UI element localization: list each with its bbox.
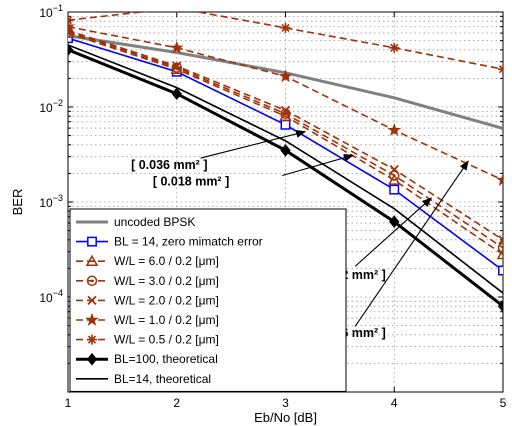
legend-entry: W/L = 3.0 / 0.2 [μm]	[76, 274, 219, 288]
star-marker	[68, 19, 75, 33]
legend-entry: uncoded BPSK	[76, 215, 195, 229]
circle-dot-center	[501, 246, 503, 250]
legend-box	[69, 208, 347, 392]
series-5	[68, 19, 503, 186]
legend-label: BL=100, theoretical	[114, 352, 218, 366]
circle-marker	[497, 242, 503, 253]
legend-label: W/L = 2.0 / 0.2 [μm]	[114, 293, 219, 307]
star-marker	[278, 69, 293, 83]
y-axis-label: BER	[10, 189, 25, 216]
y-axis-ticks: 10−1 10−2 10−3 10−4	[39, 3, 503, 393]
legend-entry: W/L = 0.5 / 0.2 [μm]	[76, 333, 219, 347]
legend-entry: W/L = 6.0 / 0.2 [μm]	[76, 254, 219, 268]
legend-label: W/L = 1.0 / 0.2 [μm]	[114, 313, 219, 327]
y-tick-label: 10−2	[39, 98, 63, 115]
diamond-marker	[497, 299, 503, 313]
legend-entry: W/L = 1.0 / 0.2 [μm]	[76, 312, 219, 327]
diamond-marker	[86, 352, 98, 366]
diamond-marker	[171, 87, 182, 101]
legend-label: uncoded BPSK	[114, 215, 195, 229]
asterisk-marker	[498, 64, 503, 75]
y-tick-label: 10−1	[39, 3, 63, 20]
asterisk-marker	[389, 42, 400, 53]
legend-label: BL = 14, zero mimatch error	[114, 235, 263, 249]
legend-entry: BL=14, theoretical	[76, 372, 211, 386]
annotation-arrow	[200, 129, 307, 159]
x-axis-label: Eb/No [dB]	[254, 410, 317, 425]
circle-dot-center	[392, 174, 396, 177]
square-marker	[280, 119, 291, 130]
series-line	[68, 44, 503, 294]
x-tick-label: 2	[173, 396, 180, 410]
diamond-marker	[68, 43, 74, 57]
series-line	[68, 32, 503, 256]
legend-entry: W/L = 2.0 / 0.2 [μm]	[76, 293, 219, 307]
y-tick-label: 10−4	[39, 288, 63, 305]
legend: uncoded BPSK BL = 14, zero mimatch error W…	[69, 208, 347, 392]
legend-label: W/L = 3.0 / 0.2 [μm]	[114, 274, 219, 288]
star-marker	[169, 40, 184, 54]
annotation-arrow	[282, 153, 354, 177]
x-tick-label: 5	[500, 396, 507, 410]
annotation-arrow	[354, 197, 432, 267]
circle-marker	[86, 275, 98, 287]
circle-dot-center	[90, 279, 94, 283]
diamond-marker	[280, 144, 291, 157]
circle-marker	[389, 170, 400, 181]
series-6	[68, 12, 503, 75]
annotation-1: [ 0.018 mm² ]	[153, 153, 354, 188]
square-marker	[87, 236, 97, 247]
x-marker	[172, 61, 182, 71]
triangle-marker	[85, 254, 99, 266]
series-8	[68, 44, 503, 294]
annotation-0: [ 0.036 mm² ]	[131, 129, 307, 172]
triangle-marker	[496, 247, 503, 260]
x-marker	[498, 235, 503, 245]
x-tick-label: 1	[65, 396, 72, 410]
asterisk-marker	[68, 15, 73, 26]
square-marker	[498, 265, 503, 276]
x-tick-label: 4	[391, 396, 398, 410]
y-tick-label: 10−3	[39, 193, 63, 210]
x-marker	[87, 295, 97, 306]
legend-entry: BL = 14, zero mimatch error	[76, 235, 263, 249]
asterisk-marker	[280, 22, 291, 33]
circle-dot-center	[284, 112, 287, 116]
annotation-arrow	[354, 160, 469, 327]
x-tick-label: 3	[282, 396, 289, 410]
x-marker	[280, 105, 291, 116]
star-marker	[85, 312, 99, 326]
legend-label: W/L = 0.5 / 0.2 [μm]	[114, 333, 219, 347]
x-marker	[389, 164, 399, 175]
legend-entry: BL=100, theoretical	[76, 352, 218, 366]
annotation-label: [ 0.018 mm² ]	[153, 174, 229, 188]
legend-label: W/L = 6.0 / 0.2 [μm]	[114, 254, 219, 268]
series-layer	[68, 12, 503, 313]
square-marker	[389, 184, 400, 195]
asterisk-marker	[87, 334, 97, 345]
diamond-marker	[389, 215, 400, 229]
series-7	[68, 43, 503, 313]
circle-marker	[171, 62, 182, 73]
legend-label: BL=14, theoretical	[114, 372, 211, 386]
star-marker	[496, 172, 503, 186]
series-line	[68, 12, 503, 70]
star-marker	[387, 122, 402, 137]
square-marker	[68, 33, 73, 44]
annotation-label: [ 0.036 mm² ]	[131, 158, 207, 172]
